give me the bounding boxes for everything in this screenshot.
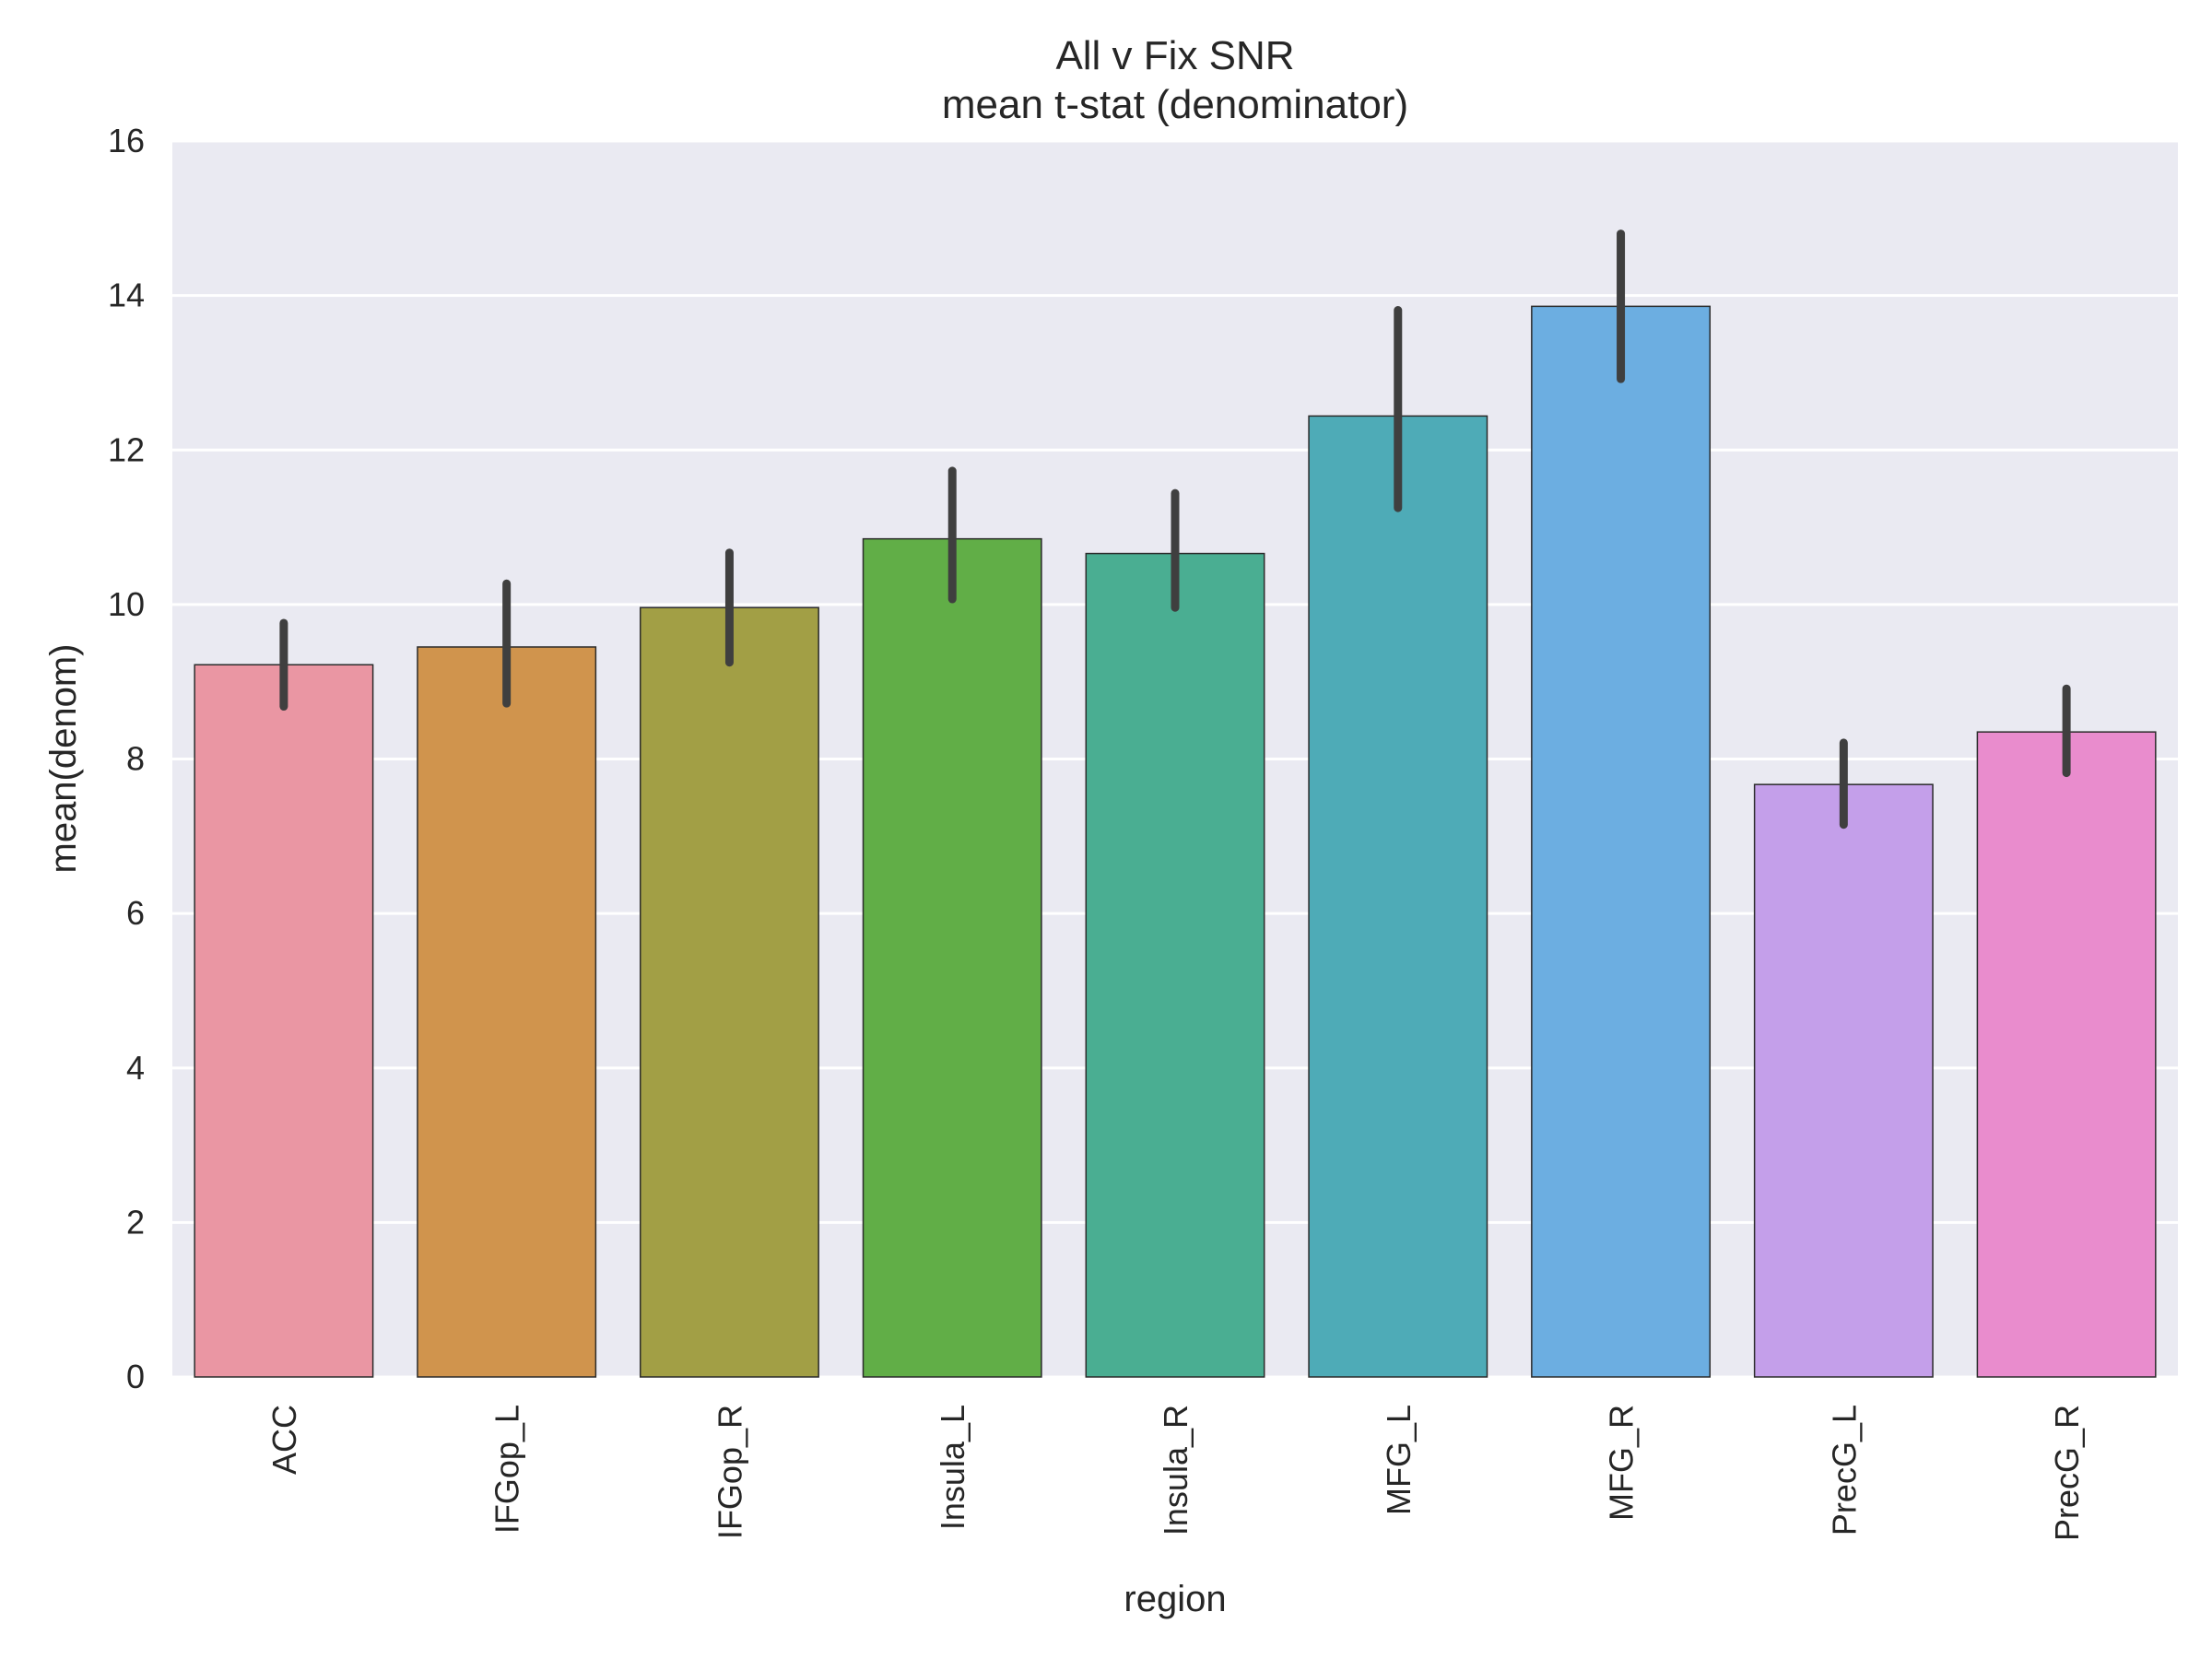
- y-tick-label: 0: [126, 1358, 145, 1395]
- x-tick-label: IFGop_L: [488, 1405, 526, 1534]
- x-axis-label: region: [1124, 1579, 1226, 1619]
- bar-precg-l: [1753, 783, 1934, 1378]
- bar-precg-r: [1976, 731, 2157, 1378]
- chart-title: All v Fix SNR: [1055, 33, 1294, 78]
- y-tick-label: 16: [108, 122, 145, 159]
- bar-insula-r: [1085, 552, 1265, 1378]
- y-tick-label: 4: [126, 1049, 145, 1087]
- x-tick-label: Insula_L: [934, 1405, 971, 1530]
- bar-insula-l: [862, 537, 1042, 1378]
- y-tick-label: 6: [126, 894, 145, 932]
- y-tick-label: 2: [126, 1203, 145, 1241]
- y-tick-label: 8: [126, 740, 145, 778]
- bar-mfg-r: [1531, 305, 1712, 1378]
- y-tick-labels: 0 2 4 6 8 10 12 14 16: [108, 122, 145, 1395]
- x-tick-label: MFG_R: [1603, 1405, 1641, 1521]
- bar-ifgop-r: [639, 606, 819, 1378]
- bar-mfg-l: [1308, 415, 1488, 1378]
- bar-ifgop-l: [417, 646, 597, 1378]
- x-tick-labels: ACC IFGop_L IFGop_R Insula_L Insula_R MFG_L MF…: [265, 1405, 2086, 1541]
- y-tick-label: 12: [108, 430, 145, 468]
- x-tick-label: IFGop_R: [711, 1405, 748, 1539]
- error-bars: [279, 229, 2071, 830]
- bar-acc: [194, 664, 374, 1378]
- y-axis-label: mean(denom): [43, 643, 84, 873]
- x-tick-label: MFG_L: [1380, 1405, 1418, 1515]
- chart-subtitle: mean t-stat (denominator): [942, 82, 1408, 127]
- y-tick-label: 14: [108, 276, 145, 314]
- x-tick-label: Insula_R: [1157, 1405, 1194, 1535]
- x-tick-label: PrecG_R: [2048, 1405, 2086, 1541]
- x-tick-label: PrecG_L: [1825, 1405, 1863, 1535]
- bars: [194, 305, 2157, 1378]
- y-tick-label: 10: [108, 585, 145, 623]
- x-tick-label: ACC: [265, 1405, 303, 1475]
